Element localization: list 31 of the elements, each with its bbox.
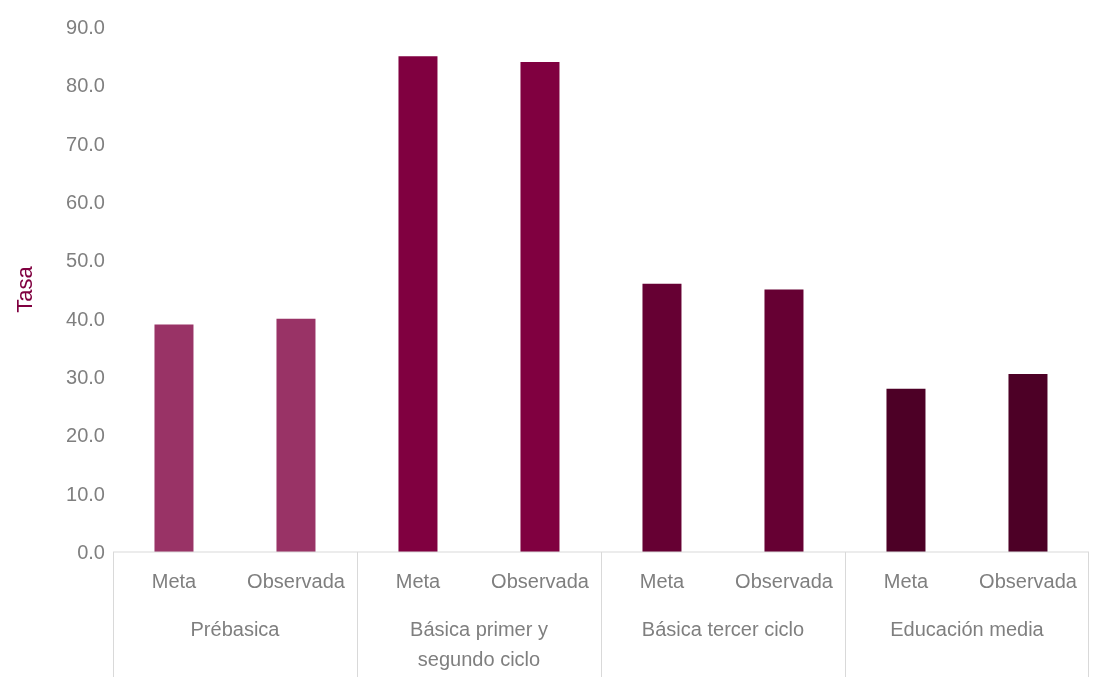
y-tick-label: 50.0	[66, 249, 105, 272]
x-tick-label: Observada	[735, 570, 834, 593]
bar	[398, 56, 438, 552]
x-tick-label: Observada	[491, 570, 590, 593]
bar	[764, 289, 804, 552]
bar	[642, 283, 682, 552]
x-tick-label: Meta	[639, 570, 686, 593]
y-tick-label: 0.0	[77, 541, 105, 564]
bar	[886, 388, 926, 552]
text: Prébasica	[189, 617, 281, 642]
y-tick-label: 10.0	[66, 482, 105, 505]
y-tick-label: 90.0	[66, 16, 105, 39]
x-tick-label: Observada	[247, 570, 346, 593]
bar	[520, 62, 560, 552]
y-tick-label: 80.0	[66, 74, 105, 97]
text: Básica primer y segundo ciclo	[409, 617, 549, 672]
x-tick-label: Meta	[151, 570, 198, 593]
y-tick-label: 40.0	[66, 307, 105, 330]
text: Básica tercer ciclo	[640, 617, 806, 642]
bar	[154, 324, 194, 552]
x-tick-label: Meta	[883, 570, 930, 593]
y-tick-label: 20.0	[66, 424, 105, 447]
y-tick-label: 60.0	[66, 191, 105, 214]
y-tick-label: 30.0	[66, 366, 105, 389]
x-tick-label: Observada	[979, 570, 1078, 593]
y-tick-label: 70.0	[66, 132, 105, 155]
bar	[276, 318, 316, 552]
bar	[1008, 374, 1048, 552]
y-axis-title: Tasa	[11, 265, 37, 313]
x-tick-label: Meta	[395, 570, 442, 593]
text: Educación media	[889, 617, 1045, 642]
